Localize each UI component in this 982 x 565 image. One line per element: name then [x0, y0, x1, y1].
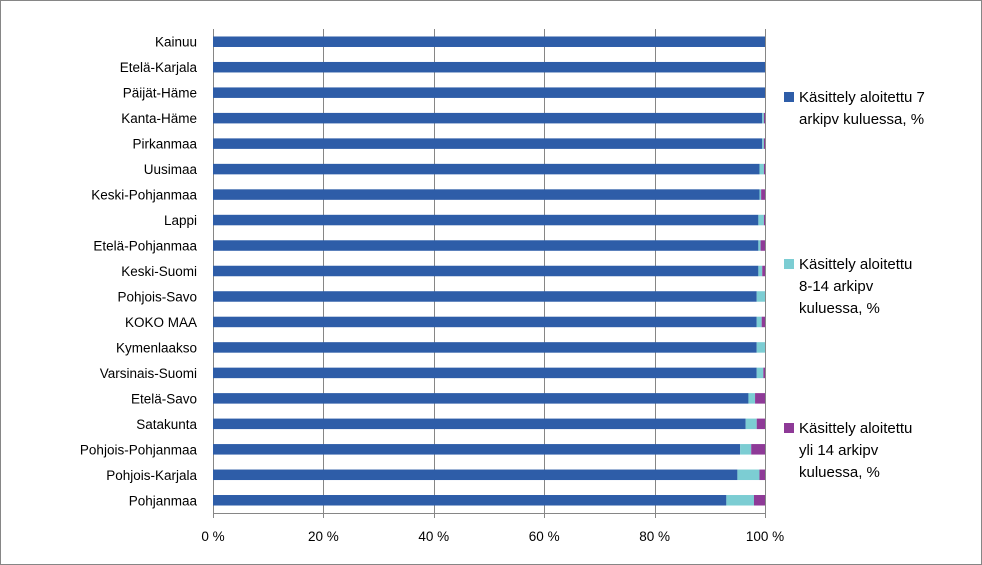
- category-label: Kainuu: [155, 35, 197, 50]
- legend-label-series-3: kuluessa, %: [799, 464, 880, 481]
- bar-Etelä-Pohjanmaa-series-2: [758, 240, 761, 251]
- bar-Pohjois-Karjala-series-3: [759, 469, 765, 481]
- bar-Pohjanmaa-series-3: [753, 495, 765, 506]
- legend-label-series-3: Käsittely aloitettu: [799, 420, 912, 437]
- category-label: Etelä-Pohjanmaa: [93, 239, 197, 254]
- category-label: Satakunta: [136, 417, 197, 432]
- bar-Uusimaa-series-1: [213, 163, 760, 175]
- bar-Kanta-Häme-series-1: [213, 112, 763, 124]
- category-label: Pohjois-Pohjanmaa: [80, 442, 198, 457]
- bar-Pohjois-Pohjanmaa-series-1: [213, 444, 741, 455]
- x-tick-labels: 0 % 20 % 40 % 60 % 80 % 100 %: [201, 529, 784, 544]
- bar-Pohjois-Pohjanmaa-series-2: [740, 444, 752, 455]
- bar-Pohjois-Pohjanmaa-series-3: [751, 444, 765, 455]
- category-label: Pohjanmaa: [129, 493, 198, 508]
- bar-Lappi-series-1: [213, 214, 759, 226]
- bar-Päijät-Häme-series-1: [213, 87, 765, 98]
- bar-Etelä-Pohjanmaa-series-3: [760, 240, 765, 251]
- bar-Keski-Pohjanmaa-series-1: [213, 189, 760, 200]
- x-tick-label: 100 %: [746, 529, 784, 544]
- category-label: Keski-Suomi: [121, 264, 197, 279]
- bar-Pohjanmaa-series-1: [213, 495, 727, 506]
- bar-Etelä-Pohjanmaa-series-1: [213, 240, 759, 251]
- category-label: Pirkanmaa: [132, 137, 197, 152]
- bar-Pohjois-Savo-series-2: [756, 291, 765, 302]
- bars: [213, 36, 765, 506]
- bar-Kymenlaakso-series-2: [756, 342, 765, 353]
- bar-Varsinais-Suomi-series-3: [763, 367, 765, 379]
- category-label: Keski-Pohjanmaa: [91, 188, 197, 203]
- bar-Varsinais-Suomi-series-2: [756, 367, 764, 379]
- bar-Satakunta-series-1: [213, 418, 746, 430]
- legend-label-series-2: kuluessa, %: [799, 300, 880, 317]
- bar-Etelä-Savo-series-3: [755, 393, 765, 404]
- legend-swatch-series-1: [784, 92, 794, 102]
- bar-Pohjois-Karjala-series-1: [213, 469, 738, 481]
- bar-Kymenlaakso-series-1: [213, 342, 757, 353]
- axes: [213, 513, 766, 518]
- bar-Keski-Suomi-series-2: [758, 265, 763, 277]
- x-tick-label: 60 %: [529, 529, 560, 544]
- legend-label-series-2: Käsittely aloitettu: [799, 256, 912, 273]
- bar-KOKO MAA-series-1: [213, 316, 757, 328]
- x-tick-label: 40 %: [418, 529, 449, 544]
- category-label: Pohjois-Savo: [117, 289, 197, 304]
- x-tick-label: 20 %: [308, 529, 339, 544]
- bar-Kainuu-series-1: [213, 36, 765, 47]
- category-label: KOKO MAA: [125, 315, 197, 330]
- bar-Lappi-series-3: [763, 214, 765, 226]
- bar-Keski-Suomi-series-1: [213, 265, 759, 277]
- bar-Satakunta-series-2: [745, 418, 757, 430]
- category-label: Etelä-Savo: [131, 391, 197, 406]
- bar-Etelä-Savo-series-1: [213, 393, 749, 404]
- category-label: Varsinais-Suomi: [100, 366, 197, 381]
- category-label: Päijät-Häme: [123, 86, 197, 101]
- bar-Pirkanmaa-series-3: [763, 138, 765, 149]
- bar-Etelä-Karjala-series-1: [213, 61, 765, 73]
- legend-label-series-2: 8-14 arkipv: [799, 278, 874, 295]
- x-tick-label: 80 %: [639, 529, 670, 544]
- bar-Etelä-Savo-series-2: [748, 393, 756, 404]
- legend-swatch-series-2: [784, 259, 794, 269]
- category-label: Uusimaa: [144, 162, 198, 177]
- bar-Kanta-Häme-series-2: [762, 112, 764, 124]
- bar-Keski-Pohjanmaa-series-3: [761, 189, 765, 200]
- bar-Varsinais-Suomi-series-1: [213, 367, 757, 379]
- legend-label-series-1: arkipv kuluessa, %: [799, 111, 924, 128]
- bar-Pohjois-Savo-series-1: [213, 291, 757, 302]
- bar-Uusimaa-series-2: [759, 163, 764, 175]
- category-label: Pohjois-Karjala: [106, 468, 197, 483]
- category-label: Etelä-Karjala: [120, 60, 198, 75]
- bar-Kanta-Häme-series-3: [763, 112, 765, 124]
- category-labels: Kainuu Etelä-Karjala Päijät-Häme Kanta-Häme…: [80, 35, 198, 509]
- bar-Keski-Pohjanmaa-series-2: [759, 189, 762, 200]
- bar-Pirkanmaa-series-1: [213, 138, 763, 149]
- category-label: Lappi: [164, 213, 197, 228]
- x-tick-label: 0 %: [201, 529, 224, 544]
- bar-KOKO MAA-series-3: [761, 316, 765, 328]
- bar-Pohjois-Karjala-series-2: [737, 469, 760, 481]
- legend-swatch-series-3: [784, 423, 794, 433]
- legend-label-series-1: Käsittely aloitettu 7: [799, 89, 925, 106]
- bar-Satakunta-series-3: [756, 418, 765, 430]
- category-label: Kymenlaakso: [116, 340, 197, 355]
- bar-Lappi-series-2: [758, 214, 764, 226]
- legend: Käsittely aloitettu 7 arkipv kuluessa, % K…: [784, 89, 925, 481]
- bar-Pirkanmaa-series-2: [762, 138, 764, 149]
- bar-Keski-Suomi-series-3: [762, 265, 765, 277]
- bar-Pohjanmaa-series-2: [726, 495, 754, 506]
- bar-KOKO MAA-series-2: [756, 316, 762, 328]
- category-label: Kanta-Häme: [121, 111, 197, 126]
- legend-label-series-3: yli 14 arkipv: [799, 442, 879, 459]
- bar-Uusimaa-series-3: [763, 163, 765, 175]
